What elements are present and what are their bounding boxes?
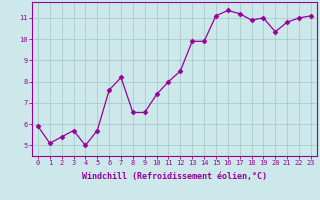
X-axis label: Windchill (Refroidissement éolien,°C): Windchill (Refroidissement éolien,°C) (82, 172, 267, 181)
